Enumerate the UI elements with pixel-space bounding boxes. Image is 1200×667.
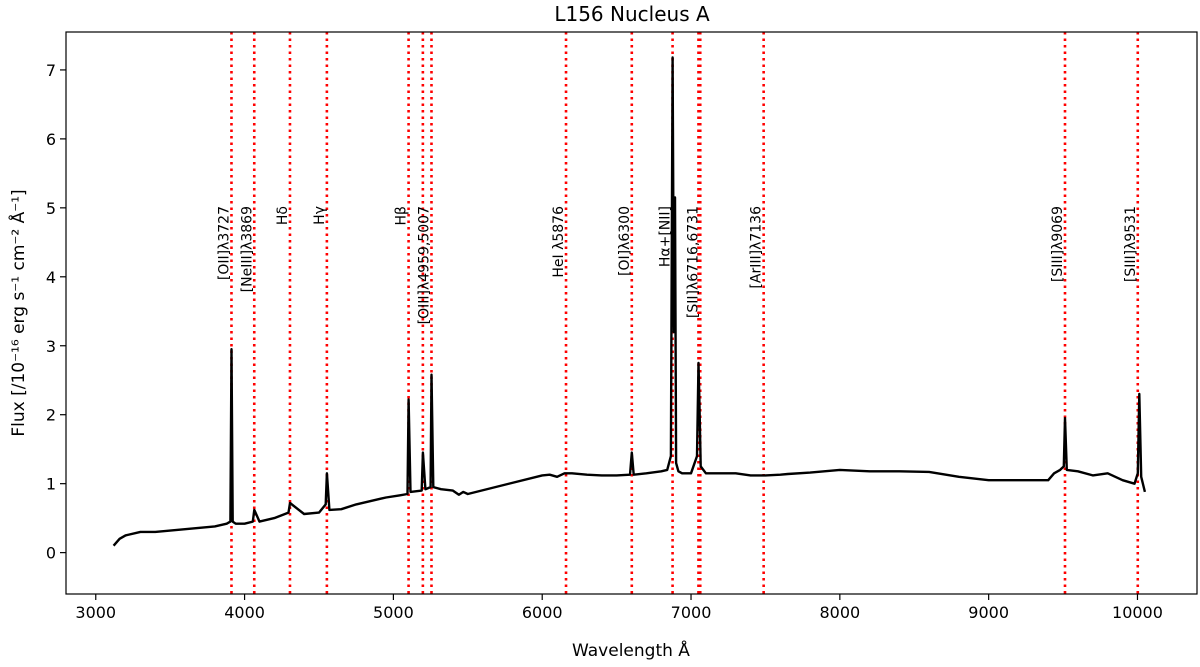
x-tick-label: 9000: [968, 603, 1009, 622]
y-tick-label: 0: [46, 544, 56, 563]
y-axis: 0 1 2 3 4 5 6 7: [46, 61, 66, 563]
y-tick-label: 7: [46, 61, 56, 80]
y-tick-label: 6: [46, 130, 56, 149]
emission-line-labels: [OII]λ3727 [NeIII]λ3869 Hδ Hγ Hβ [OIII]λ4959,…: [216, 206, 1138, 324]
x-tick-label: 8000: [819, 603, 860, 622]
x-axis-label: Wavelength Å: [572, 639, 690, 661]
y-tick-label: 1: [46, 475, 56, 494]
y-tick-label: 2: [46, 406, 56, 425]
y-axis-label: Flux [/10⁻¹⁶ erg s⁻¹ cm⁻² Å⁻¹]: [7, 189, 29, 436]
emission-line-label: [SII]λ6716,6731: [685, 206, 701, 318]
x-tick-label: 5000: [373, 603, 414, 622]
spectrum-series: [112, 56, 1147, 547]
x-tick-label: 6000: [522, 603, 563, 622]
y-tick-label: 4: [46, 268, 56, 287]
x-tick-label: 7000: [671, 603, 712, 622]
emission-line-label: [OIII]λ4959,5007: [416, 206, 432, 324]
emission-line-label: HeI λ5876: [551, 206, 567, 278]
emission-line-label: Hβ: [394, 206, 410, 225]
spectrum-line: [112, 56, 1147, 547]
x-axis: 3000 4000 5000 6000 7000 8000 9000 10000: [75, 594, 1163, 622]
y-tick-label: 3: [46, 337, 56, 356]
emission-line-label: [NeIII]λ3869: [239, 206, 255, 292]
emission-line-label: [ArIII]λ7136: [749, 206, 765, 289]
chart-title: L156 Nucleus A: [554, 2, 710, 26]
emission-line-label: [OII]λ3727: [216, 206, 232, 280]
x-tick-label: 10000: [1112, 603, 1163, 622]
x-tick-label: 4000: [224, 603, 265, 622]
emission-line-label: Hδ: [275, 206, 291, 225]
y-tick-label: 5: [46, 199, 56, 218]
emission-line-label: [OI]λ6300: [617, 206, 633, 276]
emission-line-label: [SIII]λ9069: [1050, 206, 1066, 282]
x-tick-label: 3000: [75, 603, 116, 622]
emission-line-label: [SIII]λ9531: [1123, 206, 1139, 282]
plot-frame: [65, 31, 1198, 595]
emission-line-label: Hα+[NII]: [658, 206, 674, 267]
emission-line-label: Hγ: [312, 206, 328, 225]
